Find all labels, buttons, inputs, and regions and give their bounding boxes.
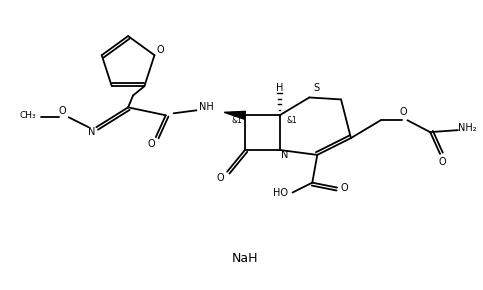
- Text: CH₃: CH₃: [20, 111, 36, 120]
- Text: N: N: [88, 127, 95, 137]
- Text: O: O: [340, 183, 348, 193]
- Text: O: O: [216, 173, 224, 183]
- Text: NaH: NaH: [232, 252, 258, 265]
- Text: N: N: [281, 150, 288, 160]
- Text: NH₂: NH₂: [458, 123, 477, 133]
- Text: O: O: [399, 107, 407, 117]
- Text: NH: NH: [199, 102, 213, 112]
- Text: O: O: [438, 157, 446, 167]
- Text: HO: HO: [273, 188, 288, 197]
- Text: &1: &1: [232, 116, 242, 125]
- Text: O: O: [59, 106, 67, 116]
- Text: O: O: [147, 139, 155, 149]
- Text: &1: &1: [286, 116, 297, 125]
- Text: H: H: [276, 83, 284, 93]
- Text: S: S: [313, 83, 319, 93]
- Polygon shape: [224, 111, 245, 119]
- Text: O: O: [156, 45, 164, 55]
